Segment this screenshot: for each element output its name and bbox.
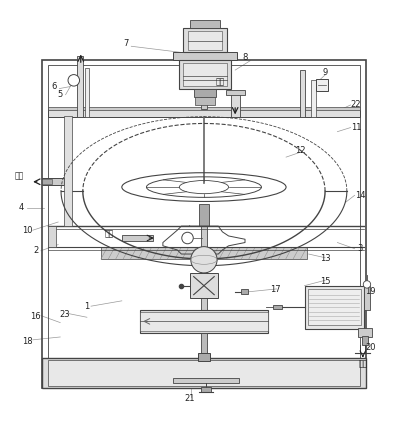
Circle shape	[191, 246, 217, 273]
Bar	[173, 378, 239, 383]
Bar	[122, 235, 152, 241]
Circle shape	[182, 232, 193, 244]
Bar	[195, 97, 215, 105]
Bar	[187, 31, 222, 50]
Bar	[48, 360, 360, 386]
Bar	[201, 388, 211, 392]
Text: 3: 3	[357, 244, 363, 253]
Bar	[201, 226, 207, 279]
Bar	[194, 88, 216, 97]
Text: 1: 1	[84, 301, 89, 311]
Text: 23: 23	[59, 310, 70, 319]
Text: 固廢: 固廢	[216, 77, 225, 87]
Bar	[101, 247, 307, 259]
Bar	[42, 357, 366, 388]
Bar	[85, 68, 89, 117]
Text: 11: 11	[351, 123, 361, 132]
Bar	[183, 63, 227, 86]
Text: 19: 19	[365, 287, 375, 296]
Bar	[273, 305, 282, 309]
Bar	[226, 90, 245, 95]
Text: 20: 20	[365, 343, 375, 352]
Text: 6: 6	[52, 82, 57, 91]
Bar	[364, 285, 370, 310]
Bar	[42, 179, 52, 184]
Bar	[64, 116, 72, 226]
Bar	[231, 93, 240, 117]
Text: 7: 7	[123, 39, 129, 48]
Text: 8: 8	[242, 53, 248, 62]
Bar	[42, 60, 366, 388]
Bar	[308, 289, 361, 325]
Bar	[48, 65, 360, 383]
Bar	[358, 328, 372, 337]
Bar	[42, 178, 64, 185]
Circle shape	[68, 75, 80, 86]
Text: 2: 2	[33, 246, 38, 255]
Bar	[48, 107, 360, 110]
Bar	[241, 289, 248, 294]
Bar	[77, 56, 83, 117]
Bar	[198, 353, 210, 361]
Bar	[173, 52, 237, 60]
Text: 13: 13	[320, 254, 330, 263]
Text: 9: 9	[323, 67, 328, 77]
Text: 4: 4	[19, 203, 24, 212]
Text: 21: 21	[184, 394, 195, 403]
Bar	[201, 333, 207, 353]
Bar	[179, 60, 231, 88]
Bar	[140, 310, 267, 333]
Text: 14: 14	[355, 191, 365, 200]
Bar	[140, 312, 267, 331]
Bar	[199, 203, 209, 226]
Circle shape	[363, 281, 371, 288]
Text: 熔鹽: 熔鹽	[14, 171, 23, 180]
Bar	[304, 285, 364, 329]
Text: 16: 16	[30, 312, 41, 321]
Bar	[300, 70, 305, 117]
Bar	[199, 311, 209, 318]
Text: 18: 18	[22, 337, 33, 345]
Bar	[316, 79, 328, 91]
Text: 熔鹽: 熔鹽	[105, 229, 114, 238]
Bar	[48, 226, 56, 246]
Bar	[201, 56, 207, 109]
Bar	[201, 285, 207, 312]
Bar	[190, 274, 218, 298]
Text: 17: 17	[271, 285, 281, 294]
Text: 22: 22	[351, 100, 361, 110]
Bar	[362, 336, 368, 345]
Text: 5: 5	[58, 90, 63, 99]
Bar	[190, 20, 220, 28]
Text: 10: 10	[22, 226, 33, 235]
Text: 15: 15	[320, 277, 330, 286]
Bar	[311, 80, 316, 117]
Bar	[183, 28, 227, 52]
Bar	[201, 318, 207, 333]
Text: 12: 12	[295, 146, 306, 155]
Bar	[48, 109, 360, 117]
Text: 渣物: 渣物	[358, 360, 368, 369]
